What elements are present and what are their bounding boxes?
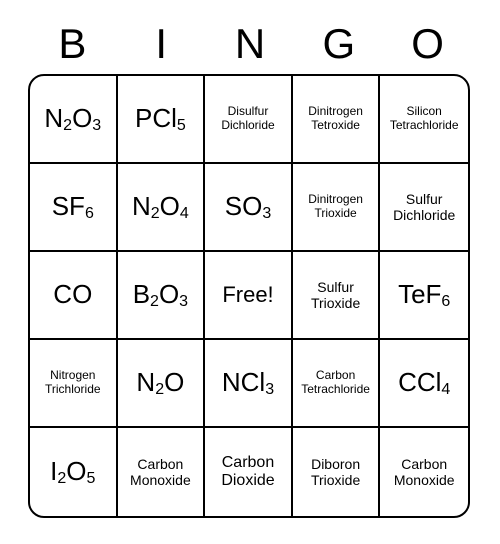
compound-name: Disulfur Dichloride: [209, 105, 287, 133]
formula: B2O3: [133, 280, 188, 310]
bingo-cell-20[interactable]: I2O5: [30, 428, 118, 516]
formula: SO3: [225, 192, 271, 222]
formula: PCl5: [135, 104, 186, 134]
compound-name: Carbon Monoxide: [122, 456, 200, 488]
formula: I2O5: [50, 457, 95, 487]
bingo-cell-10[interactable]: CO: [30, 252, 118, 340]
compound-name: Sulfur Dichloride: [384, 191, 464, 223]
header-letter-n: N: [206, 20, 294, 68]
bingo-cell-5[interactable]: SF6: [30, 164, 118, 252]
compound-name: Carbon Dioxide: [209, 454, 287, 491]
bingo-cell-2[interactable]: Disulfur Dichloride: [205, 76, 293, 164]
formula: NCl3: [222, 368, 274, 398]
bingo-cell-19[interactable]: CCl4: [380, 340, 468, 428]
bingo-cell-3[interactable]: Dinitrogen Tetroxide: [293, 76, 381, 164]
bingo-cell-12[interactable]: Free!: [205, 252, 293, 340]
compound-name: Dinitrogen Tetroxide: [297, 105, 375, 133]
header-letter-i: I: [117, 20, 205, 68]
bingo-cell-15[interactable]: Nitrogen Trichloride: [30, 340, 118, 428]
compound-name: Diboron Trioxide: [297, 456, 375, 488]
bingo-grid: N2O3 PCl5 Disulfur Dichloride Dinitrogen Te…: [28, 74, 470, 518]
bingo-cell-16[interactable]: N2O: [118, 340, 206, 428]
formula: CO: [53, 280, 92, 310]
bingo-cell-11[interactable]: B2O3: [118, 252, 206, 340]
bingo-cell-0[interactable]: N2O3: [30, 76, 118, 164]
formula: TeF6: [398, 280, 450, 310]
compound-name: Sulfur Trioxide: [297, 279, 375, 311]
compound-name: Silicon Tetrachloride: [384, 105, 464, 133]
formula: N2O3: [44, 104, 101, 134]
formula: N2O4: [132, 192, 189, 222]
bingo-cell-24[interactable]: Carbon Monoxide: [380, 428, 468, 516]
bingo-cell-8[interactable]: Dinitrogen Trioxide: [293, 164, 381, 252]
compound-name: Carbon Tetrachloride: [297, 369, 375, 397]
bingo-cell-18[interactable]: Carbon Tetrachloride: [293, 340, 381, 428]
header-letter-b: B: [28, 20, 116, 68]
compound-name: Nitrogen Trichloride: [34, 369, 112, 397]
header-letter-o: O: [384, 20, 472, 68]
bingo-card: B I N G O N2O3 PCl5 Disulfur Dichloride Din…: [28, 20, 472, 518]
bingo-cell-4[interactable]: Silicon Tetrachloride: [380, 76, 468, 164]
bingo-cell-9[interactable]: Sulfur Dichloride: [380, 164, 468, 252]
bingo-cell-13[interactable]: Sulfur Trioxide: [293, 252, 381, 340]
bingo-cell-21[interactable]: Carbon Monoxide: [118, 428, 206, 516]
bingo-cell-1[interactable]: PCl5: [118, 76, 206, 164]
formula: N2O: [136, 368, 184, 398]
formula: SF6: [52, 192, 94, 222]
header-letter-g: G: [295, 20, 383, 68]
compound-name: Carbon Monoxide: [384, 456, 464, 488]
bingo-header: B I N G O: [28, 20, 472, 68]
compound-name: Dinitrogen Trioxide: [297, 193, 375, 221]
bingo-cell-22[interactable]: Carbon Dioxide: [205, 428, 293, 516]
bingo-cell-14[interactable]: TeF6: [380, 252, 468, 340]
bingo-cell-17[interactable]: NCl3: [205, 340, 293, 428]
bingo-cell-7[interactable]: SO3: [205, 164, 293, 252]
free-space: Free!: [222, 282, 273, 307]
bingo-cell-6[interactable]: N2O4: [118, 164, 206, 252]
formula: CCl4: [398, 368, 450, 398]
bingo-cell-23[interactable]: Diboron Trioxide: [293, 428, 381, 516]
